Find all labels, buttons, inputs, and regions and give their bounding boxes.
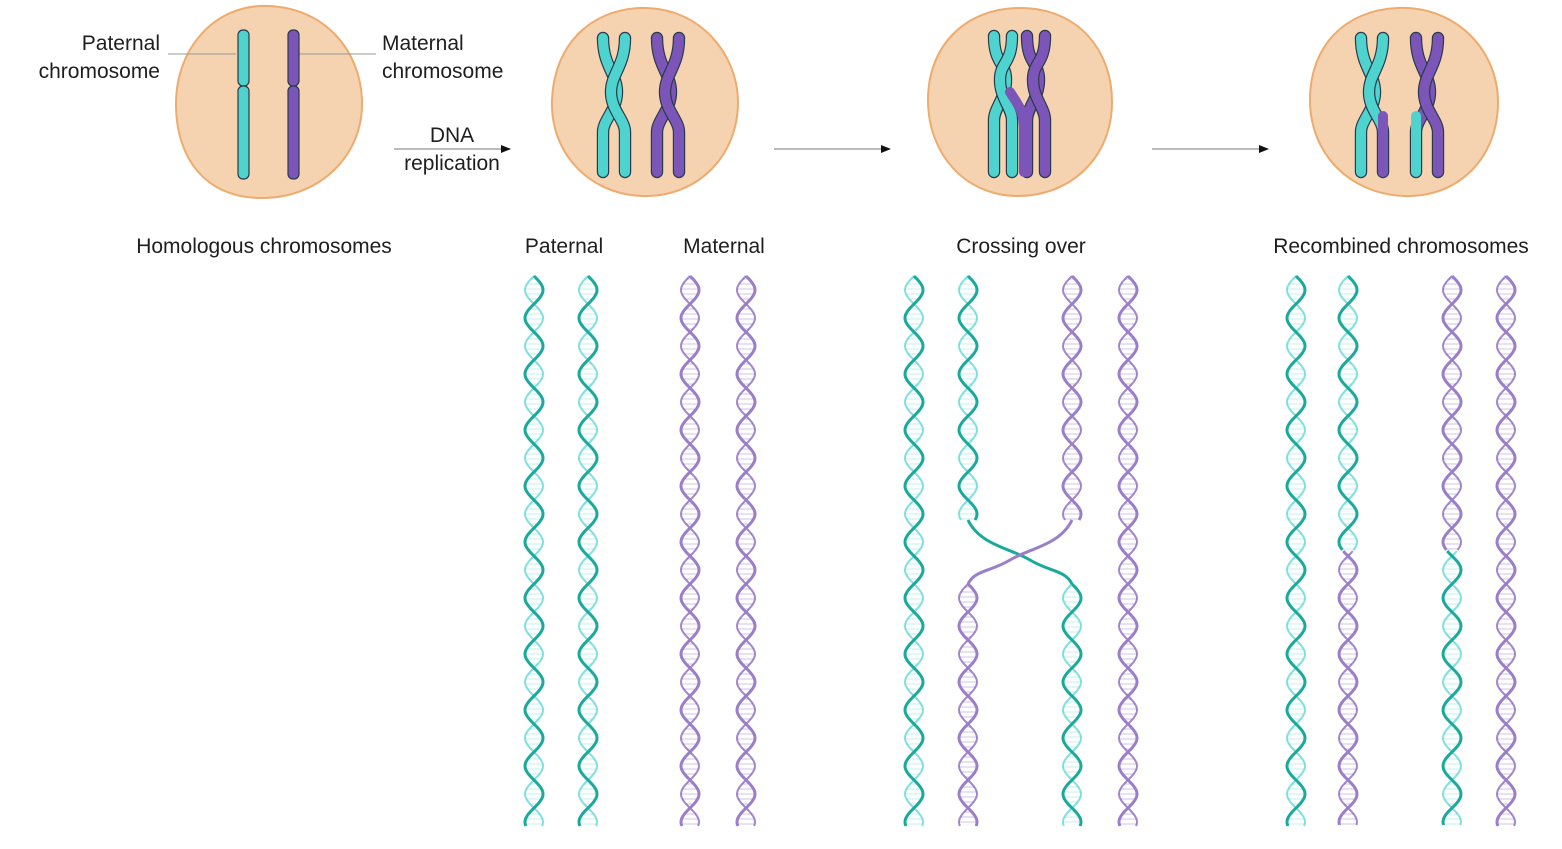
recombined-dna-strand-2 xyxy=(1337,274,1359,826)
crossing-paternal-chromosome-chromatid-right xyxy=(993,29,1019,179)
maternal-chromosome-label: Maternal chromosome xyxy=(382,30,532,86)
paternal-chromosome-label: Paternal chromosome xyxy=(20,30,160,86)
replicated-paternal-chromosome-chromatid-right xyxy=(604,31,632,179)
crossing-maternal-chromosome xyxy=(1020,29,1052,179)
paternal-chromosome xyxy=(237,29,250,180)
maternal-label: Maternal xyxy=(683,235,765,258)
replication-dna-strand-1 xyxy=(523,274,545,827)
crossing-paternal-chromosome xyxy=(987,29,1019,179)
replication-dna-strand-3 xyxy=(679,274,701,827)
homologous-chromosomes-label: Homologous chromosomes xyxy=(136,235,392,258)
replicated-paternal-chromosome xyxy=(596,31,632,179)
recombined-dna-strand-3 xyxy=(1441,274,1463,826)
paternal-chromosome-label-line2: chromosome xyxy=(38,60,160,83)
replication-dna-strand-4 xyxy=(735,274,757,827)
crossing-over-dna-strand-2-top xyxy=(957,274,979,521)
maternal-chromosome-label-line2: chromosome xyxy=(382,60,504,83)
recombined-maternal-chromosome xyxy=(1409,31,1445,179)
crossing-maternal-chromosome-chromatid-right xyxy=(1026,29,1052,179)
paternal-chromosome-label-line1: Paternal xyxy=(81,32,160,55)
cell-4 xyxy=(1308,6,1500,198)
recombined-paternal-chromosome xyxy=(1354,31,1390,179)
dna-replication-label-line1: DNA xyxy=(429,124,475,147)
dna-replication-label: DNA replication xyxy=(392,122,512,178)
replicated-maternal-chromosome xyxy=(650,31,686,179)
recombined-maternal-chromosome-chromatid-right xyxy=(1417,31,1445,179)
maternal-chromosome-label-line1: Maternal xyxy=(382,32,464,55)
crossover-chiasma xyxy=(1005,87,1029,177)
replicated-maternal-chromosome-chromatid-right xyxy=(658,31,686,179)
recombined-dna-strand-4 xyxy=(1495,274,1517,827)
crossing-over-dna-strand-4 xyxy=(1117,274,1139,827)
cell-2 xyxy=(550,6,740,198)
crossover-exchange xyxy=(966,519,1074,585)
crossing-over-dna-strand-3-bottom xyxy=(1061,582,1083,827)
crossing-over-dna-strand-1 xyxy=(903,274,925,827)
crossing-over-label: Crossing over xyxy=(956,235,1086,258)
paternal-label: Paternal xyxy=(524,235,604,258)
recombined-paternal-chromosome-chromatid-right xyxy=(1362,31,1390,179)
recombined-chromosomes-label: Recombined chromosomes xyxy=(1273,235,1529,258)
replication-dna-strand-2 xyxy=(577,274,599,827)
crossing-over-dna-strand-2-bottom xyxy=(957,582,979,827)
crossing-over-dna-strand-3-top xyxy=(1061,274,1083,521)
cell-1 xyxy=(174,4,364,200)
dna-replication-label-line2: replication xyxy=(404,152,500,175)
maternal-chromosome xyxy=(287,29,300,180)
recombined-dna-strand-1 xyxy=(1285,274,1307,827)
